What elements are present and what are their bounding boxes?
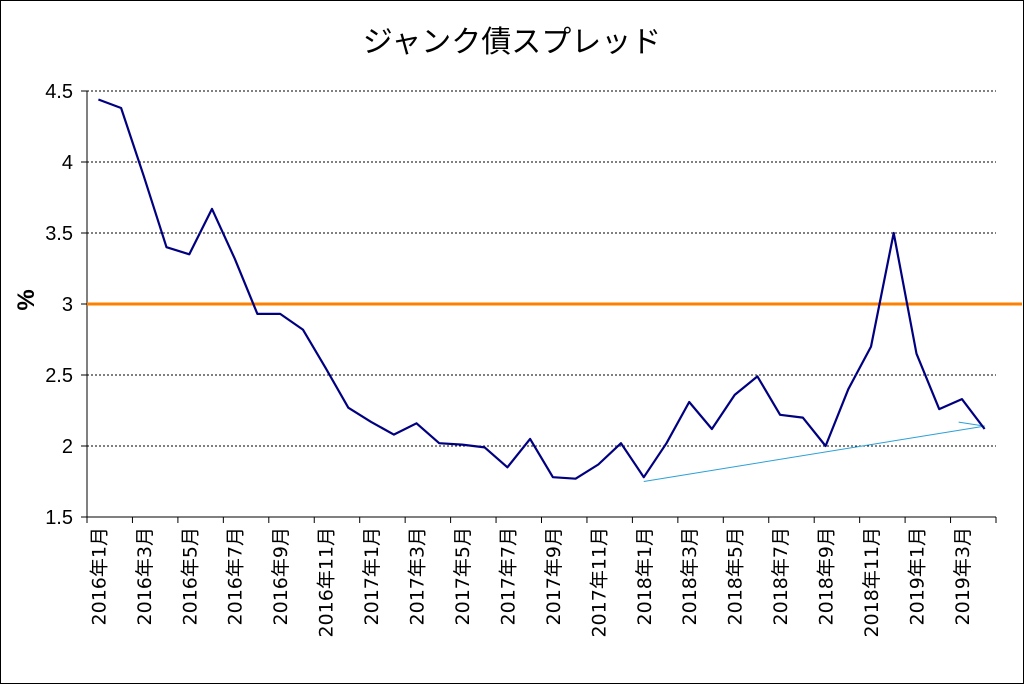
x-tick-label: 2018年3月: [679, 527, 701, 625]
axes: [81, 90, 997, 523]
x-tick-label: 2016年9月: [270, 527, 292, 625]
x-tick-labels: 2016年1月 2016年3月 2016年5月 2016年7月 2016年9月 2016年…: [88, 527, 974, 638]
x-tick-label: 2017年1月: [361, 527, 383, 625]
x-tick-label: 2018年7月: [770, 527, 792, 625]
x-tick-label: 2017年3月: [407, 527, 429, 625]
x-tick-label: 2018年1月: [634, 527, 656, 625]
trend-arrow-head: [958, 421, 985, 427]
y-tick-label: 1.5: [45, 507, 73, 529]
x-tick-label: 2017年11月: [588, 527, 610, 638]
trend-line: [643, 425, 985, 482]
gridlines: [87, 90, 996, 447]
x-tick-label: 2018年9月: [816, 527, 838, 625]
x-tick-label: 2016年1月: [88, 527, 110, 625]
x-tick-label: 2016年5月: [179, 527, 201, 625]
x-tick-label: 2018年11月: [861, 527, 883, 638]
x-tick-label: 2019年3月: [952, 527, 974, 625]
x-tick-label: 2016年7月: [225, 527, 247, 625]
y-tick-label: 3: [62, 294, 73, 316]
y-tick-labels: 1.5 2 2.5 3 3.5 4 4.5: [45, 81, 73, 529]
x-tick-label: 2016年11月: [316, 527, 338, 638]
y-tick-label: 2.5: [45, 365, 73, 387]
y-tick-label: 3.5: [45, 223, 73, 245]
series-layer: [87, 98, 1022, 482]
x-tick-label: 2017年9月: [543, 527, 565, 625]
x-tick-label: 2017年5月: [452, 527, 474, 625]
series-line: [98, 98, 986, 480]
chart-title: ジャンク債スプレッド: [363, 25, 662, 60]
x-tick-label: 2019年1月: [906, 527, 928, 625]
y-axis-label: %: [13, 289, 40, 310]
x-tick-label: 2018年5月: [725, 527, 747, 625]
x-tick-label: 2017年7月: [497, 527, 519, 625]
y-tick-label: 4.5: [45, 81, 73, 103]
y-tick-label: 2: [62, 436, 73, 458]
y-tick-label: 4: [62, 152, 73, 174]
x-tick-label: 2016年3月: [134, 527, 156, 625]
